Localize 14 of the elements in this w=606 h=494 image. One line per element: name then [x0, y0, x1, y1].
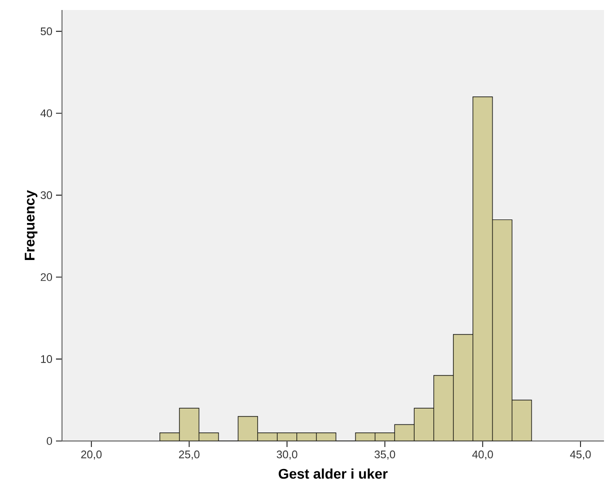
y-tick-label: 30	[40, 191, 52, 200]
y-tick-label: 20	[40, 273, 52, 282]
y-tick-label: 0	[46, 437, 52, 445]
x-tick-label: 20,0	[81, 450, 102, 460]
x-tick-label: 45,0	[570, 450, 591, 460]
y-axis-title: Frequency	[24, 190, 38, 260]
x-tick-label: 35,0	[374, 450, 396, 460]
x-tick-label: 30,0	[276, 450, 298, 460]
y-tick-label: 40	[40, 109, 52, 118]
y-tick-label: 10	[41, 355, 52, 363]
y-tick-label: 50	[40, 27, 52, 36]
x-tick-label: 25,0	[179, 450, 200, 460]
x-axis-title: Gest alder i uker	[278, 468, 388, 479]
x-tick-label: 40,0	[472, 450, 493, 460]
